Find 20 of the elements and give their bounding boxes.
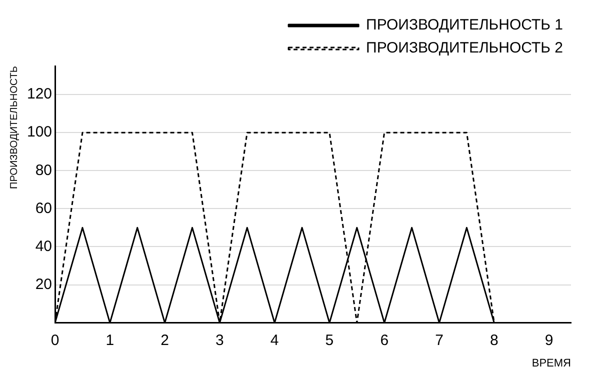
x-tick-label: 7	[435, 332, 444, 349]
legend-label: ПРОИЗВОДИТЕЛЬНОСТЬ 2	[366, 40, 564, 57]
x-tick-label: 5	[325, 332, 334, 349]
x-tick-label: 0	[50, 332, 60, 349]
x-tick-label: 3	[216, 332, 224, 349]
y-tick-label: 20	[35, 276, 52, 293]
x-axis-title: ВРЕМЯ	[532, 357, 572, 370]
x-tick-label: 1	[106, 332, 114, 349]
x-tick-label: 8	[490, 332, 498, 349]
y-tick-label: 60	[35, 200, 52, 217]
y-tick-label: 80	[35, 162, 52, 179]
legend-label: ПРОИЗВОДИТЕЛЬНОСТЬ 1	[366, 16, 564, 34]
x-tick-label: 4	[270, 332, 279, 349]
y-tick-label: 40	[35, 238, 52, 255]
y-tick-label: 120	[26, 86, 52, 103]
y-tick-label: 100	[26, 124, 52, 141]
y-axis-title: ПРОИЗВОДИТЕЛЬНОСТЬ	[8, 66, 20, 189]
x-tick-label: 2	[160, 332, 169, 349]
x-tick-label: 9	[544, 332, 554, 349]
x-tick-label: 6	[380, 332, 389, 349]
